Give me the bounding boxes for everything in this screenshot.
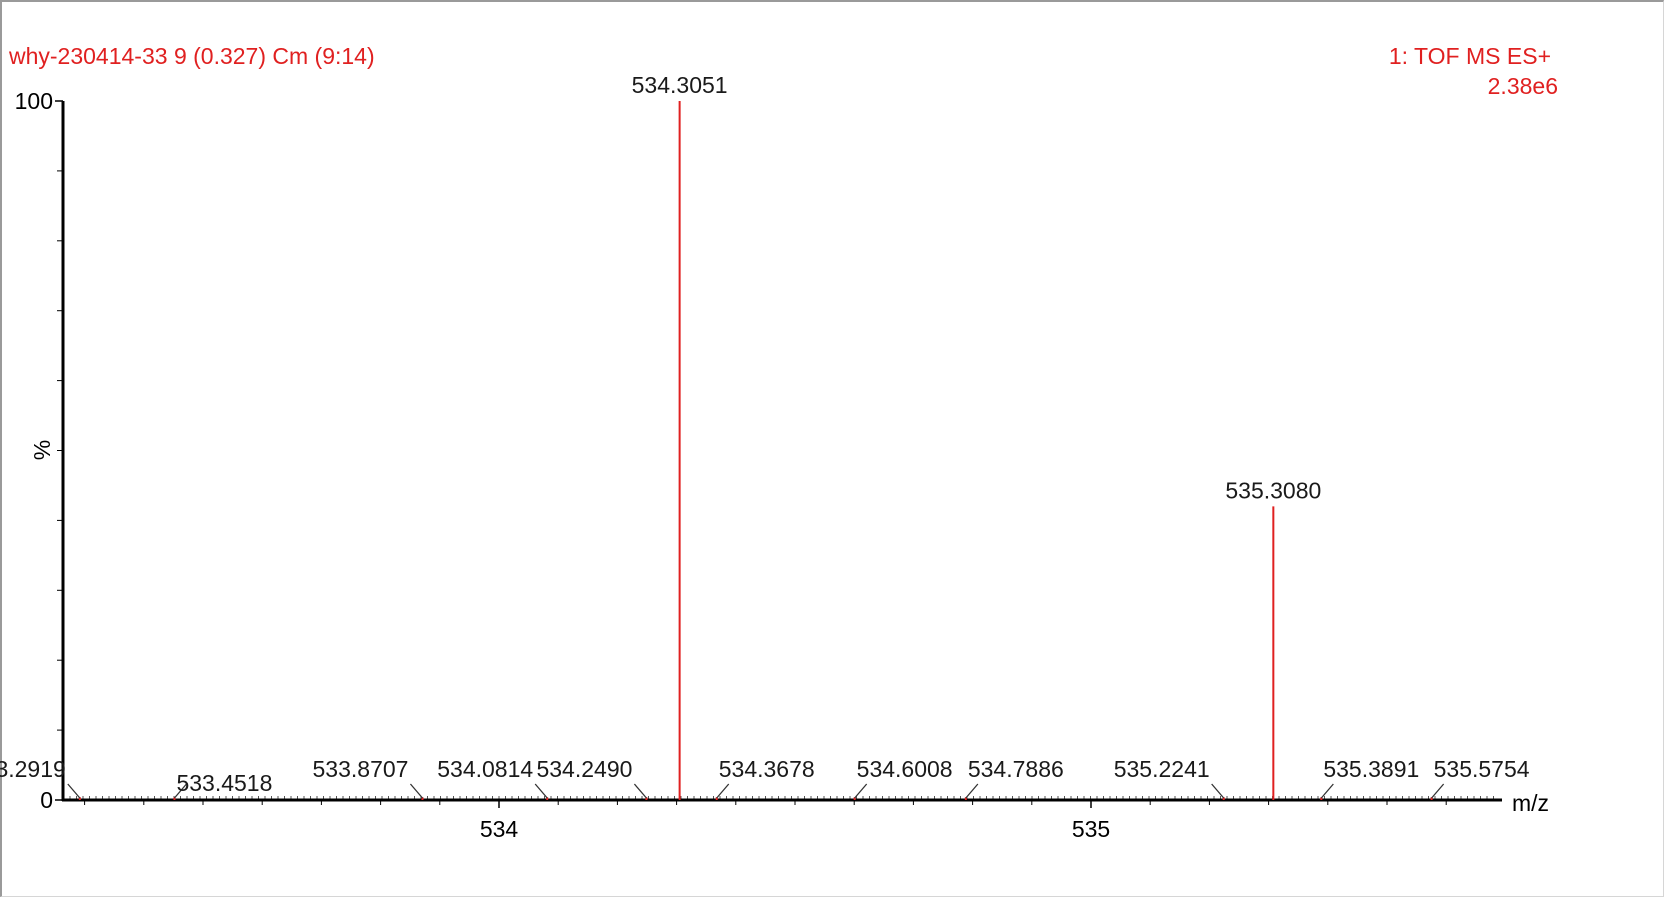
peak-label: 534.7886 [968,756,1064,782]
peak-label-leader [716,783,730,799]
peak-label: 535.3080 [1225,477,1321,503]
tick-labels: 0 100 534 535 [15,88,1447,842]
peak-label-leader [965,783,979,799]
peak-label-leader [409,783,423,799]
x-tick-label: 534 [480,816,519,842]
peak-label-leader [534,783,548,799]
peak-label: 533.4518 [176,770,272,796]
axes [57,101,1502,802]
peaks [78,101,1433,800]
peak-label-leader [854,783,868,799]
peak-label: 534.6008 [857,756,953,782]
peak-label-leader [1211,783,1225,799]
peak-label-leader [173,783,187,799]
x-tick-label: 535 [1072,816,1110,842]
peak-label: 534.3678 [719,756,815,782]
peak-label: 533.8707 [313,756,409,782]
peak-label: 535.3891 [1323,756,1419,782]
y-axis-label: % [29,440,55,460]
y-minor-ticks [57,170,63,731]
peak-label-leader [1431,783,1445,799]
peak-label-leader [633,783,647,799]
peak-label: 535.5754 [1434,756,1530,782]
peak-label-leader [1320,783,1334,799]
y-tick-label: 100 [15,88,53,114]
peak-label: 533.2919 [0,756,66,782]
intensity-label: 2.38e6 [1488,73,1558,99]
peak-label: 535.2241 [1114,756,1210,782]
function-label: 1: TOF MS ES+ [1389,43,1551,69]
peak-label: 534.0814 [437,756,533,782]
x-axis-label: m/z [1512,790,1549,816]
peak-label-leader [67,783,81,799]
peak-label: 534.3051 [632,72,728,98]
sample-info: why-230414-33 9 (0.327) Cm (9:14) [8,43,375,69]
peak-labels: 533.2919 533.4518 533.8707 534.0814534.2490… [0,72,1530,799]
peak-label: 534.2490 [536,756,632,782]
y-tick-label: 0 [40,787,53,813]
